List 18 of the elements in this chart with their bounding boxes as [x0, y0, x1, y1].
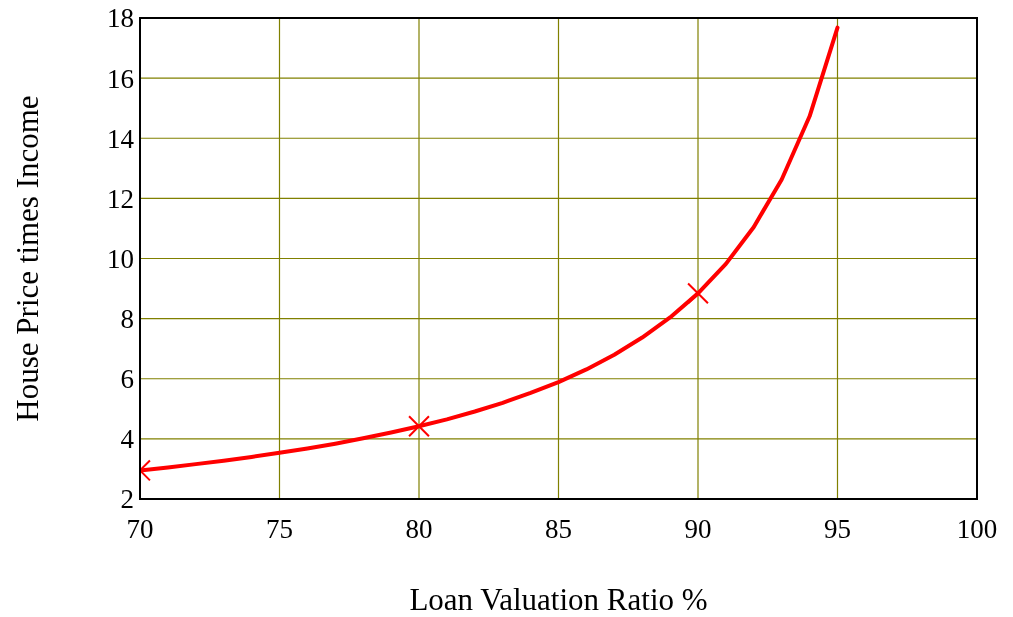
y-tick-label: 8 [120, 304, 134, 335]
x-tick-label: 85 [545, 514, 572, 544]
y-tick-label: 16 [107, 63, 134, 94]
x-tick-label: 80 [405, 514, 433, 544]
x-tick-label: 75 [266, 514, 293, 544]
y-tick-label: 4 [120, 424, 135, 455]
y-tick-label: 12 [107, 183, 134, 214]
x-tick-label: 90 [684, 514, 712, 544]
y-tick-label: 6 [120, 364, 134, 395]
x-axis-title: Loan Valuation Ratio % [409, 582, 708, 617]
y-tick-label: 2 [120, 484, 134, 515]
y-tick-label: 18 [107, 3, 134, 34]
x-tick-label: 95 [824, 514, 851, 544]
y-axis-title: House Price times Income [10, 95, 45, 422]
y-tick-label: 10 [107, 243, 134, 274]
x-tick-label: 70 [126, 514, 154, 544]
x-tick-label: 100 [956, 514, 998, 544]
y-tick-label: 14 [107, 123, 135, 154]
